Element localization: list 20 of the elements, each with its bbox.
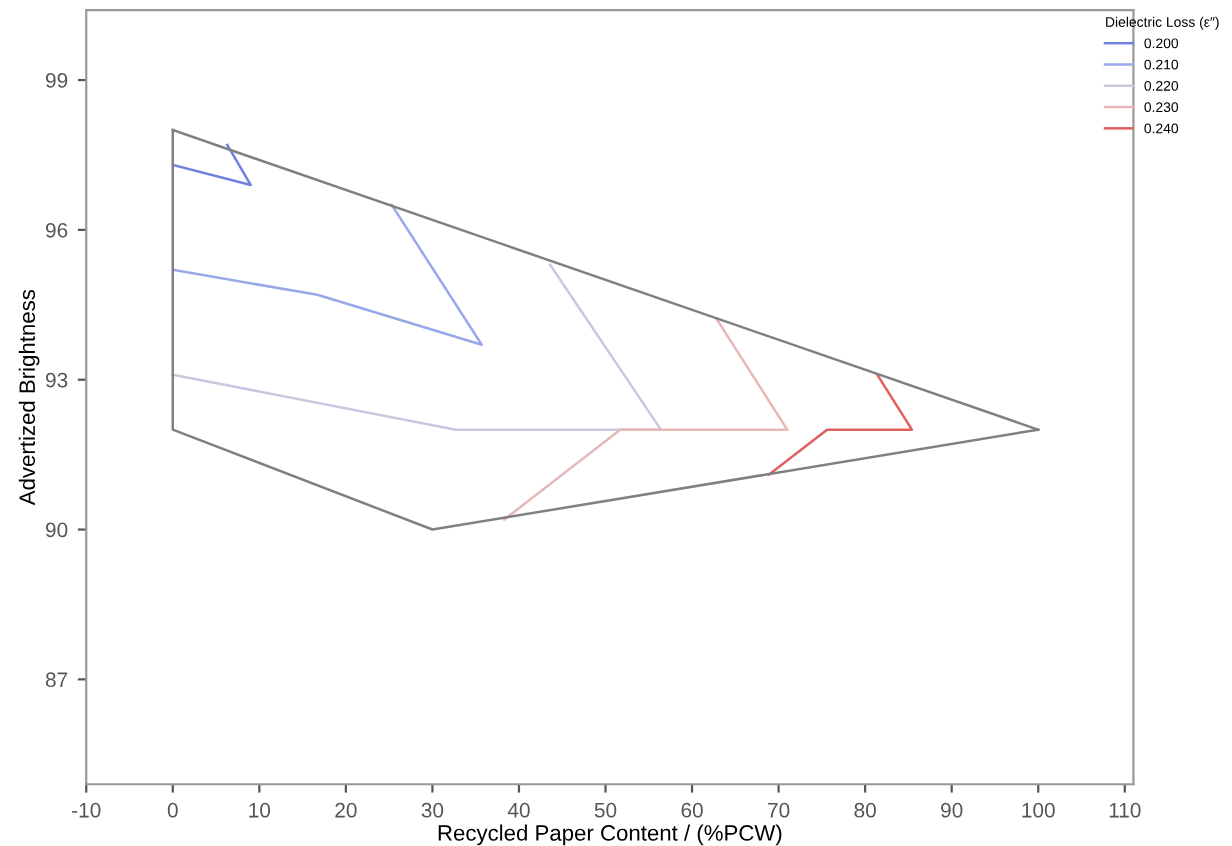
x-tick-label: 0	[167, 802, 178, 818]
x-tick-label: 110	[1109, 802, 1141, 818]
y-tick-label: 87	[45, 672, 68, 688]
x-tick-label: 90	[941, 802, 963, 818]
x-tick-label: 10	[249, 802, 271, 818]
x-tick-label: 100	[1022, 802, 1055, 818]
x-tick-label: -10	[72, 802, 101, 818]
y-tick-label: 96	[45, 222, 68, 238]
x-tick-label: 60	[681, 802, 703, 818]
x-tick-label: 30	[421, 802, 444, 818]
x-tick-label: 40	[507, 802, 530, 818]
y-axis-title: Advertized Brightness	[18, 289, 40, 506]
x-axis-title: Recycled Paper Content / (%PCW)	[438, 824, 782, 846]
y-tick-label: 99	[45, 73, 68, 88]
x-tick-label: 70	[768, 802, 790, 818]
y-tick-label: 90	[45, 522, 68, 538]
x-tick-label: 50	[594, 802, 617, 818]
x-tick-label: 80	[854, 802, 876, 818]
y-tick-label: 93	[45, 372, 68, 388]
x-tick-label: 20	[335, 802, 357, 818]
